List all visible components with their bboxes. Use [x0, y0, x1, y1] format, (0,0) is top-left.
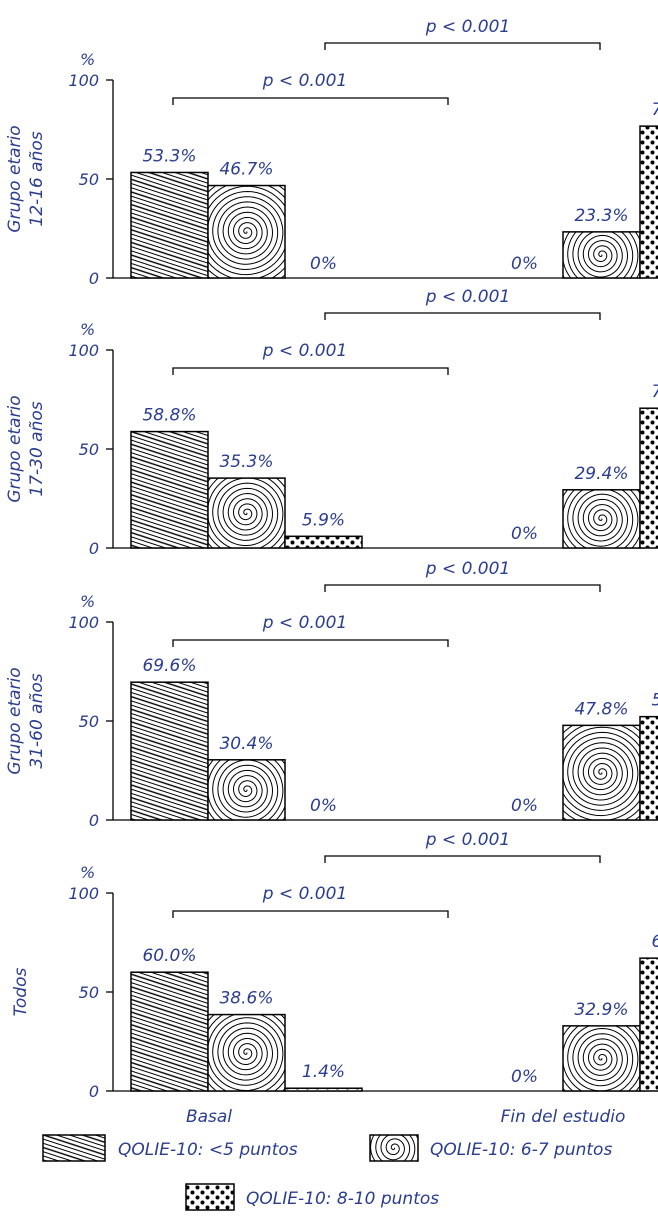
bar-basal-1 [130, 971, 209, 1092]
legend-swatch [369, 1134, 419, 1162]
significance-bracket [172, 97, 449, 105]
panel-4: % 0 50 100 Todos 60.0% 38.6% 1.4% 0% 32.9% 67.1% p … [11, 830, 658, 1101]
y-axis-label: 12-16 años [27, 131, 47, 226]
bar-fin-del-estudio-2 [562, 231, 641, 279]
y-axis-label: Todos [11, 967, 31, 1016]
p-value-label: p < 0.001 [262, 71, 348, 91]
p-value-label: p < 0.001 [262, 884, 348, 904]
legend-label: QOLIE-10: 8-10 puntos [246, 1189, 439, 1209]
panel-1: % 0 50 100 Grupo etario 12-16 años 53.3% 46.7% 0… [5, 17, 658, 288]
legend-item-3: QOLIE-10: 8-10 puntos [185, 1183, 439, 1211]
y-tick-label: 100 [68, 341, 99, 360]
bar-fin-del-estudio-3 [639, 407, 658, 549]
data-label: 0% [310, 254, 337, 274]
legend-label: QOLIE-10: <5 puntos [118, 1140, 298, 1160]
data-label: 0% [310, 796, 337, 816]
legend-swatch [185, 1183, 235, 1211]
data-label: 46.7% [219, 160, 273, 180]
bar-fin-del-estudio-2 [562, 489, 641, 549]
bar-basal-1 [130, 171, 209, 279]
data-label: 0% [511, 796, 538, 816]
data-label: 38.6% [219, 989, 273, 1009]
p-value-label: p < 0.001 [425, 17, 511, 37]
data-label: 0% [511, 524, 538, 544]
panel-2: % 0 50 100 Grupo etario 17-30 años 58.8% 35.3% 5… [5, 287, 658, 558]
y-unit-label: % [80, 320, 95, 339]
data-label: 69.6% [142, 656, 196, 676]
bar-basal-3 [284, 1087, 363, 1092]
significance-bracket [324, 584, 601, 592]
data-label: 29.4% [574, 464, 628, 484]
bar-basal-1 [130, 430, 209, 549]
p-value-label: p < 0.001 [425, 559, 511, 579]
y-tick-label: 0 [89, 1082, 99, 1101]
y-axis-label: 31-60 años [27, 673, 47, 768]
significance-bracket [324, 855, 601, 863]
bar-fin-del-estudio-3 [639, 715, 658, 821]
y-axis-label: Grupo etario [5, 667, 25, 774]
bar-fin-del-estudio-3 [639, 957, 658, 1092]
data-label: 0% [511, 254, 538, 274]
bar-basal-2 [207, 184, 286, 279]
significance-bracket [172, 639, 449, 647]
bar-fin-del-estudio-2 [562, 1025, 641, 1092]
y-tick-label: 100 [68, 884, 99, 903]
p-value-label: p < 0.001 [262, 341, 348, 361]
x-category-label: Fin del estudio [501, 1107, 626, 1127]
significance-bracket [172, 910, 449, 918]
y-unit-label: % [80, 50, 95, 69]
data-label: 0% [511, 1067, 538, 1087]
y-tick-label: 50 [79, 440, 99, 459]
y-tick-label: 0 [89, 269, 99, 288]
data-label: 1.4% [302, 1062, 345, 1082]
y-tick-label: 50 [79, 170, 99, 189]
x-category-label: Basal [186, 1107, 232, 1127]
data-label: 58.8% [142, 406, 196, 426]
data-label: 30.4% [219, 734, 273, 754]
data-label: 67.1% [651, 932, 658, 952]
legend-swatch [42, 1134, 106, 1162]
bar-basal-3 [284, 535, 363, 549]
data-label: 76.7% [651, 100, 658, 120]
panel-3: % 0 50 100 Grupo etario 31-60 años 69.6% 30.4% 0… [5, 559, 658, 830]
y-unit-label: % [80, 863, 95, 882]
p-value-label: p < 0.001 [262, 613, 348, 633]
data-label: 47.8% [574, 699, 628, 719]
legend-label: QOLIE-10: 6-7 puntos [430, 1140, 612, 1160]
y-unit-label: % [80, 592, 95, 611]
bar-basal-2 [207, 477, 286, 549]
significance-bracket [324, 312, 601, 320]
bar-fin-del-estudio-3 [639, 125, 658, 279]
data-label: 53.3% [142, 146, 196, 166]
y-tick-label: 0 [89, 811, 99, 830]
data-label: 32.9% [574, 1000, 628, 1020]
bar-basal-2 [207, 1013, 286, 1092]
bar-fin-del-estudio-2 [562, 724, 641, 821]
data-label: 60.0% [142, 946, 196, 966]
data-label: 5.9% [302, 510, 345, 530]
y-tick-label: 50 [79, 983, 99, 1002]
legend-item-2: QOLIE-10: 6-7 puntos [369, 1134, 612, 1162]
data-label: 23.3% [574, 206, 628, 226]
bar-basal-1 [130, 681, 209, 821]
significance-bracket [172, 367, 449, 375]
significance-bracket [324, 42, 601, 50]
data-label: 70.6% [651, 382, 658, 402]
y-axis-label: Grupo etario [5, 125, 25, 232]
data-label: 35.3% [219, 452, 273, 472]
p-value-label: p < 0.001 [425, 287, 511, 307]
p-value-label: p < 0.001 [425, 830, 511, 850]
y-tick-label: 100 [68, 613, 99, 632]
y-tick-label: 0 [89, 539, 99, 558]
data-label: 52.2% [651, 691, 658, 711]
legend-item-1: QOLIE-10: <5 puntos [42, 1134, 298, 1162]
y-tick-label: 100 [68, 71, 99, 90]
y-tick-label: 50 [79, 712, 99, 731]
y-axis-label: 17-30 años [27, 401, 47, 496]
bar-basal-2 [207, 759, 286, 821]
y-axis-label: Grupo etario [5, 395, 25, 502]
